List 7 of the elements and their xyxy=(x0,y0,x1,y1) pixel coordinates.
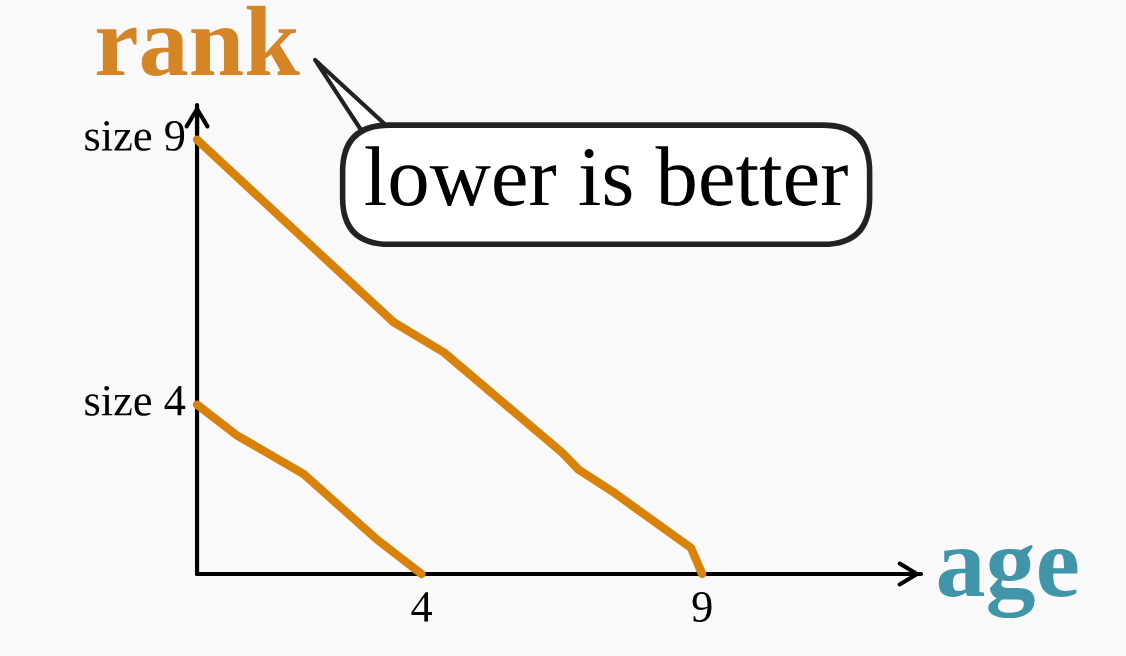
x-axis-title: age xyxy=(938,544,1078,619)
x-tick-label: 9 xyxy=(692,592,712,622)
x-tick-label: 4 xyxy=(411,592,432,622)
annotation: lower is better xyxy=(365,146,848,206)
annotation: size 4 xyxy=(85,385,186,416)
annotation: size 9 xyxy=(85,120,185,151)
y-axis-title: rank xyxy=(96,5,300,77)
